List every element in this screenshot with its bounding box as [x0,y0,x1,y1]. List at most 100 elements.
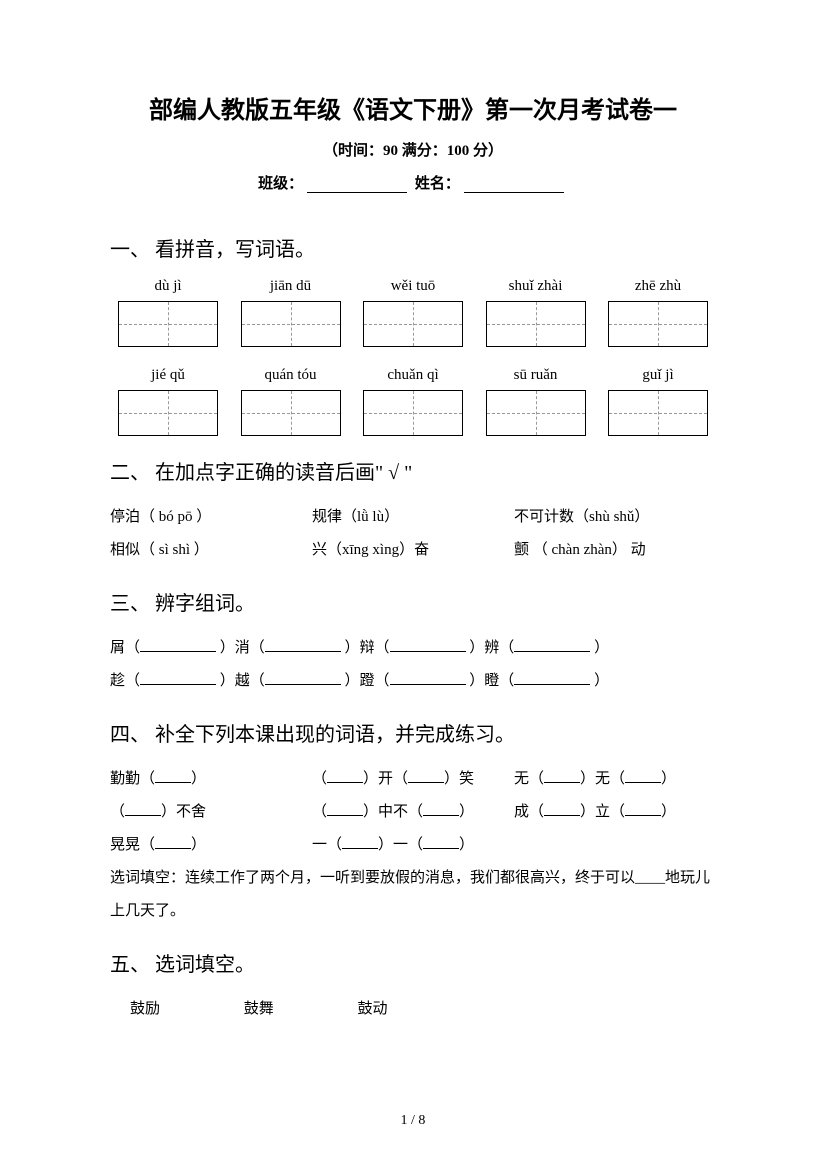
q4-text: ）开（ [363,771,408,787]
q2-item: 相似（ sì shì ） [110,534,312,567]
char-box[interactable] [608,301,708,347]
answer-blank[interactable] [327,802,363,816]
q2-heading: 二、 在加点字正确的读音后画" √ " [110,456,716,485]
q5-word: 鼓动 [358,1001,388,1017]
q3-row-2: 趁（ ）越（ ）蹬（ ）瞪（ ） [110,665,716,698]
q4-text: 成（ [514,804,544,820]
q3-heading: 三、 辨字组词。 [110,587,716,616]
q4-row-2: （）不舍 （）中不（） 成（）立（） [110,796,716,829]
answer-blank[interactable] [155,769,191,783]
answer-blank[interactable] [514,638,590,652]
q3-row-1: 屑（ ）消（ ）辩（ ）辨（ ） [110,632,716,665]
pinyin: jiān dū [241,278,341,295]
q4-text: 勤勤（ [110,771,155,787]
q2-item: 不可计数（shù shǔ） [514,501,716,534]
q4-heading: 四、 补全下列本课出现的词语，并完成练习。 [110,718,716,747]
answer-blank[interactable] [625,769,661,783]
char-box[interactable] [241,301,341,347]
name-blank[interactable] [464,177,564,193]
answer-blank[interactable] [327,769,363,783]
q3-text: ） [594,673,609,689]
char-box-row-1 [110,301,716,347]
answer-blank[interactable] [408,769,444,783]
answer-blank[interactable] [544,769,580,783]
q4-text: ）笑 [444,771,474,787]
pinyin: chuǎn qì [363,367,463,384]
pinyin: dù jì [118,278,218,295]
q5-heading: 五、 选词填空。 [110,948,716,977]
q5-word-bank: 鼓励 鼓舞 鼓动 [110,993,716,1026]
char-box[interactable] [486,301,586,347]
answer-blank[interactable] [125,802,161,816]
answer-blank[interactable] [140,638,216,652]
q4-row-3: 晃晃（） 一（）一（） [110,829,716,862]
answer-blank[interactable] [423,835,459,849]
class-label: 班级： [258,176,303,192]
q3-text: ）辩（ [345,640,390,656]
pinyin-row-2: jié qǔ quán tóu chuǎn qì sū ruǎn guǐ jì [110,367,716,384]
answer-blank[interactable] [390,638,466,652]
pinyin: jié qǔ [118,367,218,384]
q3-text: ） [594,640,609,656]
answer-blank[interactable] [140,671,216,685]
q3-text: ）消（ [220,640,265,656]
pinyin: wěi tuō [363,278,463,295]
pinyin: quán tóu [241,367,341,384]
char-box-row-2 [110,390,716,436]
page-number: 1 / 8 [0,1113,826,1129]
answer-blank[interactable] [265,671,341,685]
pinyin: zhē zhù [608,278,708,295]
q2-item: 兴（xīng xìng）奋 [312,534,514,567]
q4-text: ） [661,804,676,820]
q4-text: （ [110,804,125,820]
q3-text: 趁（ [110,673,140,689]
answer-blank[interactable] [342,835,378,849]
pinyin-row-1: dù jì jiān dū wěi tuō shuǐ zhài zhē zhù [110,278,716,295]
q2-row-1: 停泊（ bó pō ） 规律（lǜ lù） 不可计数（shù shǔ） [110,501,716,534]
name-label: 姓名： [415,176,460,192]
answer-blank[interactable] [514,671,590,685]
char-box[interactable] [608,390,708,436]
q4-text: 晃晃（ [110,837,155,853]
q4-fill-sentence: 选词填空：连续工作了两个月，一听到要放假的消息，我们都很高兴，终于可以____地… [110,862,716,928]
q4-row-1: 勤勤（） （）开（）笑 无（）无（） [110,763,716,796]
answer-blank[interactable] [625,802,661,816]
q4-text: ） [459,837,474,853]
pinyin: sū ruǎn [486,367,586,384]
answer-blank[interactable] [155,835,191,849]
char-box[interactable] [241,390,341,436]
q2-item: 颤 （ chàn zhàn） 动 [514,534,716,567]
q4-text: ） [191,837,206,853]
char-box[interactable] [363,301,463,347]
q3-text: ）蹬（ [345,673,390,689]
class-blank[interactable] [307,177,407,193]
answer-blank[interactable] [544,802,580,816]
q4-text: ）无（ [580,771,625,787]
q3-text: ）辨（ [469,640,514,656]
answer-blank[interactable] [265,638,341,652]
pinyin: guǐ jì [608,367,708,384]
q2-item: 停泊（ bó pō ） [110,501,312,534]
q1-heading: 一、 看拼音，写词语。 [110,233,716,262]
student-info-line: 班级： 姓名： [110,172,716,193]
q4-text: （ [312,804,327,820]
q2-item: 规律（lǜ lù） [312,501,514,534]
q4-text: ） [661,771,676,787]
char-box[interactable] [118,301,218,347]
char-box[interactable] [486,390,586,436]
answer-blank[interactable] [423,802,459,816]
exam-title: 部编人教版五年级《语文下册》第一次月考试卷一 [110,90,716,125]
q4-text: 一（ [312,837,342,853]
q5-word: 鼓舞 [244,1001,274,1017]
char-box[interactable] [118,390,218,436]
pinyin: shuǐ zhài [486,278,586,295]
q4-text: ）不舍 [161,804,206,820]
q3-text: ）越（ [220,673,265,689]
q4-text: ） [459,804,474,820]
char-box[interactable] [363,390,463,436]
q2-row-2: 相似（ sì shì ） 兴（xīng xìng）奋 颤 （ chàn zhàn… [110,534,716,567]
answer-blank[interactable] [390,671,466,685]
q3-text: 屑（ [110,640,140,656]
exam-subtitle: （时间：90 满分：100 分） [110,139,716,160]
q3-text: ）瞪（ [469,673,514,689]
